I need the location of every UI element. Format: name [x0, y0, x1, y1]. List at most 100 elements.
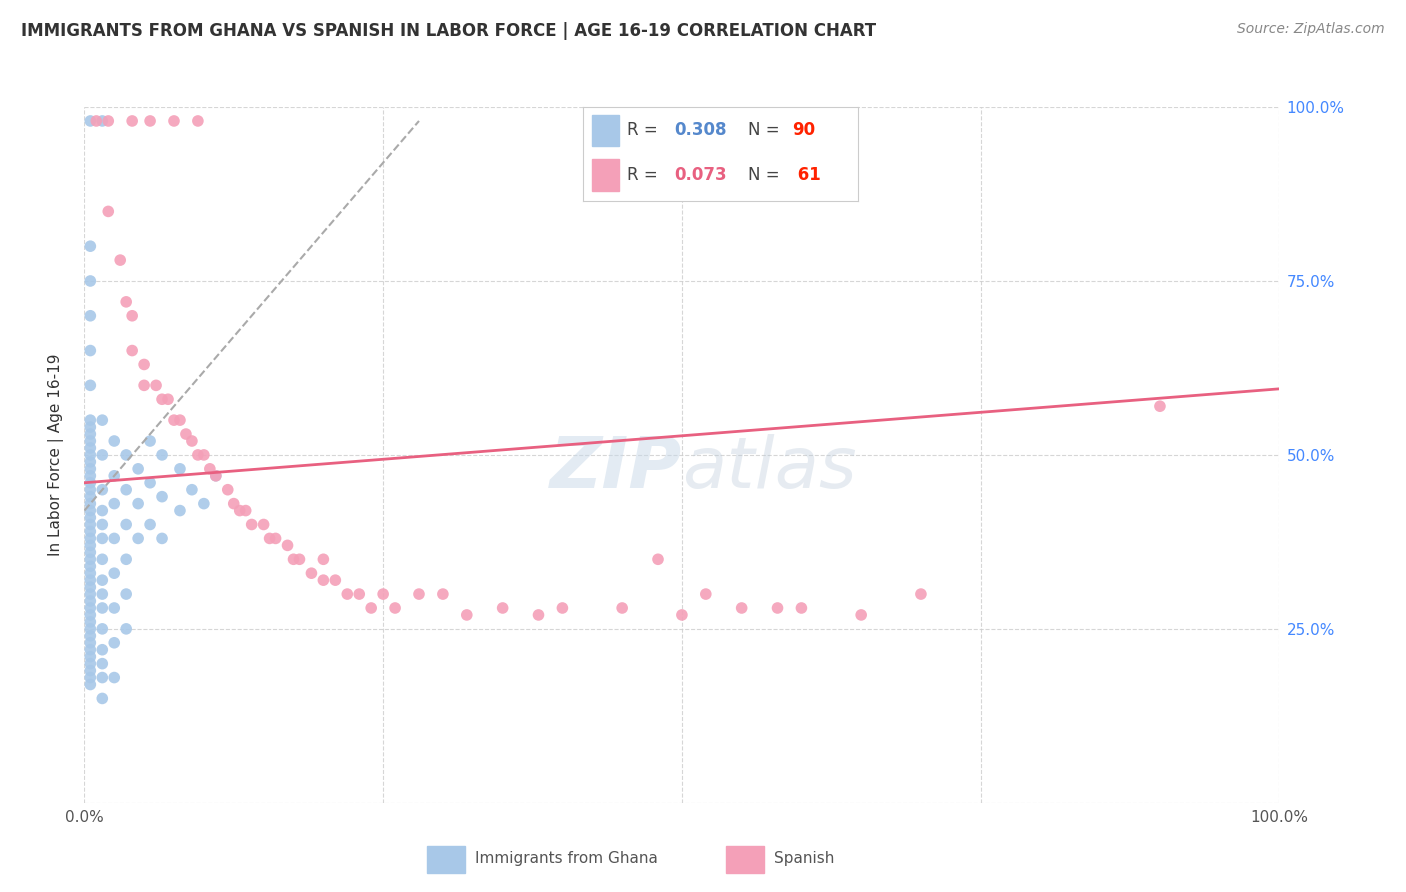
Point	[86, 114, 108, 128]
Point	[127, 462, 149, 476]
Point	[91, 448, 114, 462]
Point	[115, 517, 138, 532]
Point	[110, 253, 132, 268]
Point	[103, 601, 125, 615]
Text: N =: N =	[748, 121, 785, 139]
Point	[91, 657, 114, 671]
Point	[180, 483, 202, 497]
Point	[180, 434, 202, 448]
Point	[79, 475, 101, 490]
Point	[79, 434, 101, 448]
Point	[157, 392, 180, 407]
Point	[551, 601, 574, 615]
Point	[115, 448, 138, 462]
Point	[277, 538, 299, 552]
Point	[79, 594, 101, 608]
Text: 90: 90	[792, 121, 815, 139]
Point	[79, 510, 101, 524]
Point	[169, 462, 191, 476]
Text: atlas: atlas	[682, 434, 856, 503]
Point	[79, 622, 101, 636]
Point	[115, 483, 138, 497]
Point	[79, 545, 101, 559]
Point	[456, 607, 478, 622]
Point	[79, 503, 101, 517]
Point	[79, 580, 101, 594]
Point	[198, 462, 221, 476]
Point	[79, 114, 101, 128]
Point	[259, 532, 281, 546]
Point	[240, 517, 263, 532]
Point	[671, 607, 693, 622]
Point	[115, 622, 138, 636]
Text: 61: 61	[792, 167, 821, 185]
Y-axis label: In Labor Force | Age 16-19: In Labor Force | Age 16-19	[48, 353, 63, 557]
Point	[91, 622, 114, 636]
Point	[79, 490, 101, 504]
Point	[97, 114, 120, 128]
Point	[79, 601, 101, 615]
Point	[79, 664, 101, 678]
Bar	[592, 114, 619, 146]
Text: R =: R =	[627, 121, 664, 139]
Point	[187, 448, 209, 462]
Bar	[727, 847, 763, 873]
Point	[169, 503, 191, 517]
Text: IMMIGRANTS FROM GHANA VS SPANISH IN LABOR FORCE | AGE 16-19 CORRELATION CHART: IMMIGRANTS FROM GHANA VS SPANISH IN LABO…	[21, 22, 876, 40]
Point	[150, 448, 173, 462]
Point	[79, 607, 101, 622]
Point	[103, 532, 125, 546]
Point	[849, 607, 872, 622]
Point	[79, 677, 101, 691]
Point	[103, 434, 125, 448]
Point	[79, 657, 101, 671]
Point	[91, 413, 114, 427]
Point	[139, 114, 162, 128]
Point	[235, 503, 257, 517]
Point	[132, 358, 156, 372]
Point	[79, 309, 101, 323]
Point	[187, 114, 209, 128]
Point	[79, 524, 101, 539]
Point	[253, 517, 276, 532]
Point	[91, 532, 114, 546]
Point	[217, 483, 239, 497]
Point	[79, 615, 101, 629]
Point	[79, 636, 101, 650]
Point	[150, 532, 173, 546]
Point	[79, 413, 101, 427]
Point	[288, 552, 311, 566]
Point	[163, 114, 186, 128]
Point	[910, 587, 932, 601]
Point	[301, 566, 323, 581]
Point	[79, 420, 101, 434]
Point	[79, 532, 101, 546]
Point	[91, 552, 114, 566]
Point	[205, 468, 228, 483]
Point	[103, 636, 125, 650]
Point	[127, 497, 149, 511]
Point	[79, 552, 101, 566]
Point	[79, 427, 101, 442]
Point	[91, 114, 114, 128]
Point	[527, 607, 550, 622]
Point	[283, 552, 305, 566]
Point	[205, 468, 228, 483]
Point	[731, 601, 754, 615]
Point	[695, 587, 717, 601]
Point	[193, 448, 215, 462]
Bar	[592, 160, 619, 191]
Point	[336, 587, 359, 601]
Point	[228, 503, 252, 517]
Point	[79, 239, 101, 253]
Point	[79, 462, 101, 476]
Text: R =: R =	[627, 167, 664, 185]
Point	[432, 587, 454, 601]
Point	[91, 601, 114, 615]
Point	[79, 468, 101, 483]
Point	[79, 517, 101, 532]
Point	[312, 573, 335, 587]
Point	[150, 490, 173, 504]
Text: 0.308: 0.308	[673, 121, 727, 139]
Point	[766, 601, 789, 615]
